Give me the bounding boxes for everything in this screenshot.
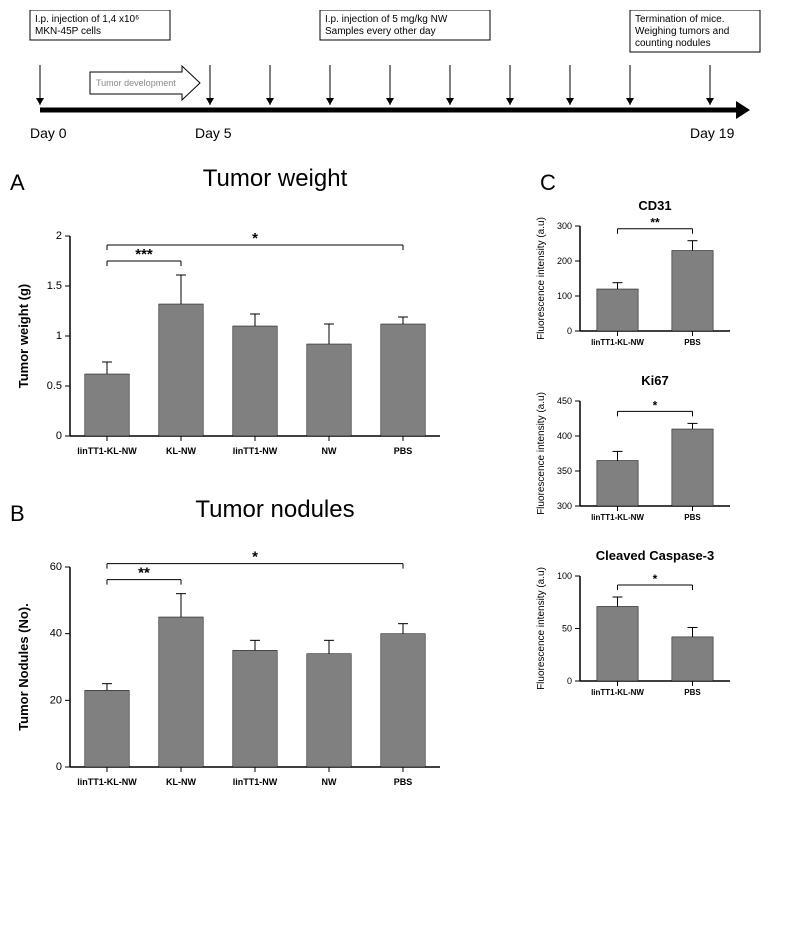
timeline-svg: I.p. injection of 1,4 x10⁶MKN-45P cells I…: [10, 10, 790, 160]
svg-text:*: *: [252, 549, 258, 566]
svg-text:PBS: PBS: [394, 777, 413, 787]
panel-a-title: Tumor weight: [40, 165, 510, 193]
svg-text:**: **: [138, 565, 150, 582]
svg-text:KL-NW: KL-NW: [166, 446, 196, 456]
svg-text:Fluorescence intensity (a.u): Fluorescence intensity (a.u): [536, 392, 547, 515]
svg-text:0: 0: [56, 761, 62, 773]
panel-b-header: B Tumor nodules: [10, 496, 510, 527]
svg-text:Fluorescence intensity (a.u): Fluorescence intensity (a.u): [536, 567, 547, 690]
svg-text:PBS: PBS: [684, 513, 701, 522]
svg-text:KL-NW: KL-NW: [166, 777, 196, 787]
svg-text:Tumor Nodules (No).: Tumor Nodules (No).: [16, 603, 31, 731]
svg-text:Tumor weight (g): Tumor weight (g): [16, 284, 31, 388]
svg-text:counting nodules: counting nodules: [635, 38, 711, 49]
svg-text:PBS: PBS: [684, 688, 701, 697]
svg-text:*: *: [252, 230, 258, 247]
left-column: A Tumor weight 0 0.5 1 1.5 2 Tumor weight (g)…: [10, 165, 510, 817]
svg-text:20: 20: [50, 694, 62, 706]
svg-text:*: *: [653, 398, 658, 412]
svg-text:100: 100: [557, 291, 572, 301]
svg-text:300: 300: [557, 221, 572, 231]
ki67-chart: Ki67 300 350 400 450 Fluorescence intensity (…: [530, 371, 740, 546]
panel-b-label: B: [10, 496, 40, 527]
panel-a-label: A: [10, 165, 40, 196]
svg-text:NW: NW: [322, 777, 337, 787]
svg-text:0: 0: [56, 430, 62, 442]
svg-text:I.p. injection of 5 mg/kg NW: I.p. injection of 5 mg/kg NW: [325, 14, 448, 25]
svg-text:linTT1-KL-NW: linTT1-KL-NW: [591, 688, 644, 697]
svg-text:0: 0: [567, 326, 572, 336]
svg-text:CD31: CD31: [638, 198, 671, 213]
svg-text:linTT1-KL-NW: linTT1-KL-NW: [591, 338, 644, 347]
svg-text:linTT1-NW: linTT1-NW: [233, 777, 278, 787]
svg-text:350: 350: [557, 466, 572, 476]
svg-text:0.5: 0.5: [47, 380, 62, 392]
svg-text:PBS: PBS: [684, 338, 701, 347]
svg-text:Fluorescence intensity (a.u): Fluorescence intensity (a.u): [536, 217, 547, 340]
svg-text:linTT1-KL-NW: linTT1-KL-NW: [77, 446, 137, 456]
svg-text:I.p. injection of 1,4 x10⁶: I.p. injection of 1,4 x10⁶: [35, 14, 139, 25]
svg-text:***: ***: [135, 246, 153, 263]
svg-text:Samples every other day: Samples every other day: [325, 26, 436, 37]
svg-text:60: 60: [50, 561, 62, 573]
svg-text:Ki67: Ki67: [641, 373, 668, 388]
panel-b-title: Tumor nodules: [40, 496, 510, 524]
figure-grid: A Tumor weight 0 0.5 1 1.5 2 Tumor weight (g)…: [10, 165, 790, 817]
svg-text:linTT1-NW: linTT1-NW: [233, 446, 278, 456]
tumor-nodules-chart: 0 20 40 60 Tumor Nodules (No). linTT1-KL-NW KL…: [10, 527, 450, 817]
tumor-weight-chart: 0 0.5 1 1.5 2 Tumor weight (g) linTT1-KL-NW KL-…: [10, 196, 450, 486]
caspase-chart: Cleaved Caspase-3 0 50 100 Fluorescence inte…: [530, 546, 740, 721]
svg-text:Tumor development: Tumor development: [96, 78, 176, 88]
svg-text:0: 0: [567, 676, 572, 686]
svg-text:PBS: PBS: [394, 446, 413, 456]
right-column: C CD31 0 100 200 300 Fluorescence intensity (…: [510, 165, 790, 817]
svg-text:400: 400: [557, 431, 572, 441]
panel-a-header: A Tumor weight: [10, 165, 510, 196]
svg-text:Day 0: Day 0: [30, 125, 67, 141]
svg-text:NW: NW: [322, 446, 337, 456]
panel-c-label: C: [530, 165, 790, 196]
svg-text:**: **: [650, 216, 660, 230]
svg-text:Weighing tumors and: Weighing tumors and: [635, 26, 729, 37]
svg-text:1.5: 1.5: [47, 280, 62, 292]
svg-text:linTT1-KL-NW: linTT1-KL-NW: [77, 777, 137, 787]
svg-text:200: 200: [557, 256, 572, 266]
svg-text:*: *: [653, 572, 658, 586]
svg-text:50: 50: [562, 624, 572, 634]
svg-text:linTT1-KL-NW: linTT1-KL-NW: [591, 513, 644, 522]
timeline-diagram: I.p. injection of 1,4 x10⁶MKN-45P cells I…: [10, 10, 790, 160]
svg-text:Day 19: Day 19: [690, 125, 735, 141]
svg-text:Cleaved Caspase-3: Cleaved Caspase-3: [596, 548, 715, 563]
svg-text:450: 450: [557, 396, 572, 406]
svg-text:300: 300: [557, 501, 572, 511]
svg-text:Termination of mice.: Termination of mice.: [635, 14, 724, 25]
svg-text:100: 100: [557, 571, 572, 581]
cd31-chart: CD31 0 100 200 300 Fluorescence intensity (a.…: [530, 196, 740, 371]
svg-text:1: 1: [56, 330, 62, 342]
svg-text:2: 2: [56, 230, 62, 242]
svg-text:40: 40: [50, 628, 62, 640]
svg-text:Day 5: Day 5: [195, 125, 232, 141]
svg-text:MKN-45P cells: MKN-45P cells: [35, 26, 101, 37]
